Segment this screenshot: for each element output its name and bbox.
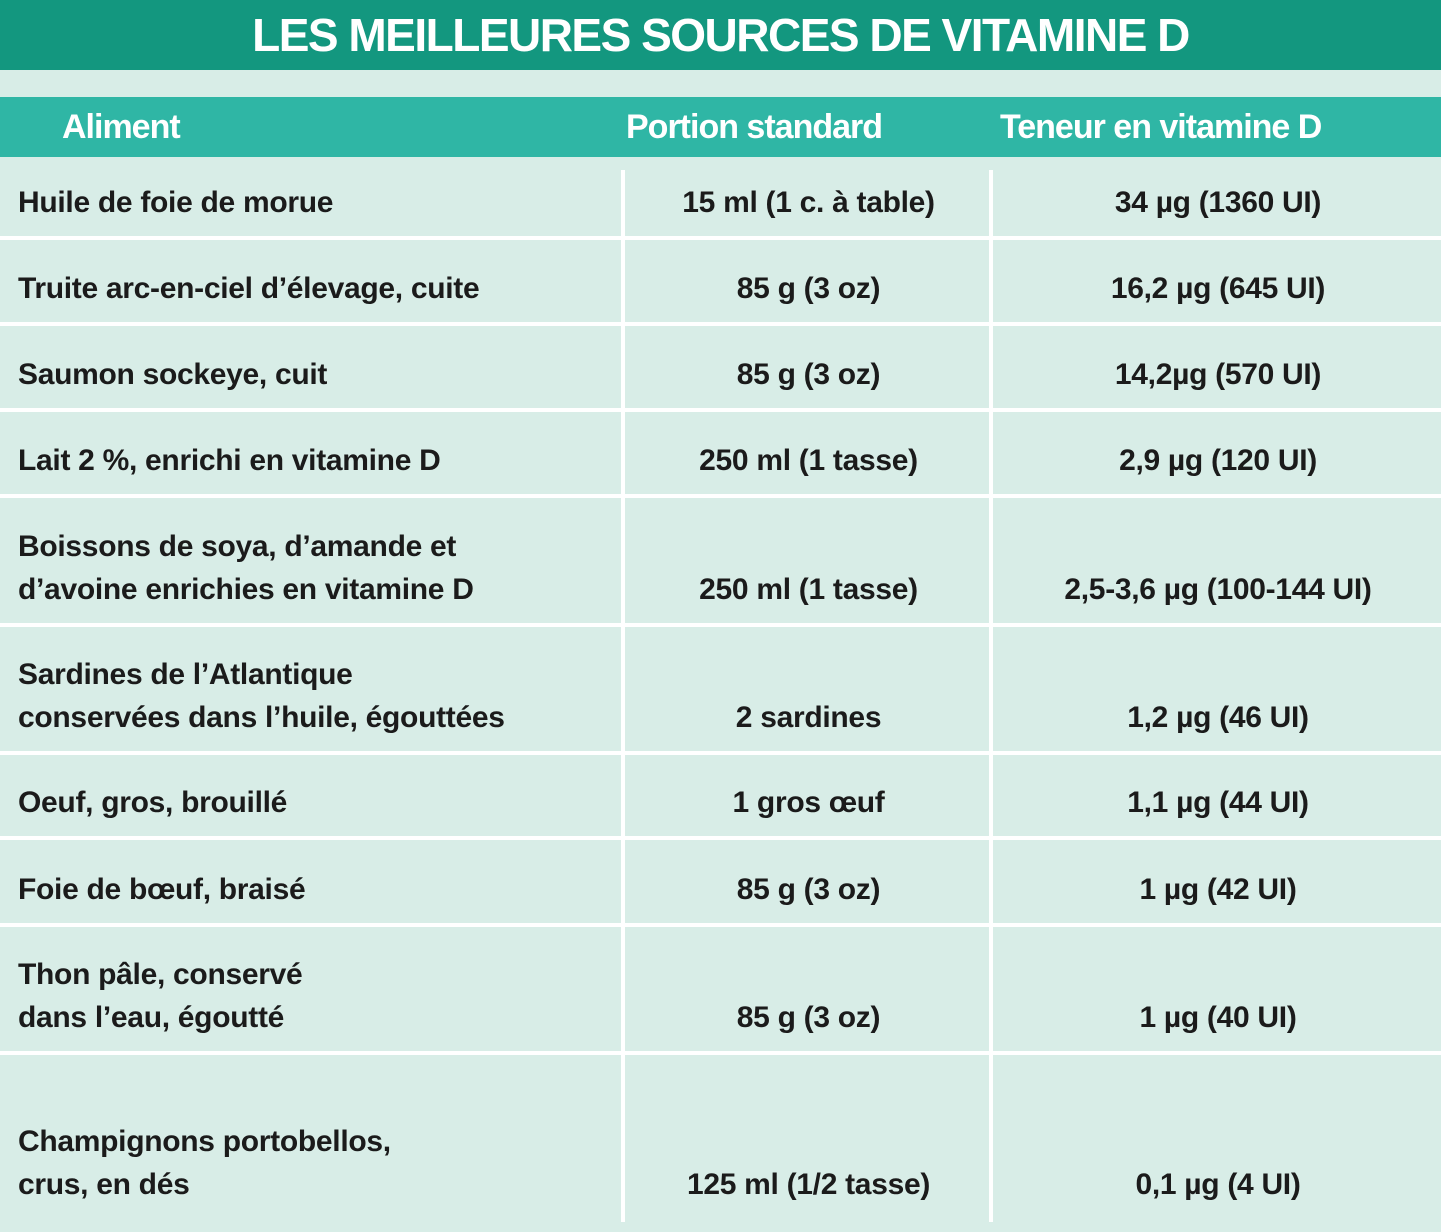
row-divider <box>0 494 1441 498</box>
table-cell: 2 sardines <box>735 701 882 734</box>
row-divider <box>0 836 1441 840</box>
table-cell: 2,5-3,6 µg (100-144 UI) <box>1064 573 1372 606</box>
table-cell: Saumon sockeye, cuit <box>18 358 328 391</box>
table-cell: Boissons de soya, d’amande et d’avoine e… <box>18 530 474 606</box>
column-divider <box>621 170 625 1222</box>
table-cell: 85 g (3 oz) <box>736 272 881 305</box>
table-cell: 2,9 µg (120 UI) <box>1119 444 1317 477</box>
header-cell: Teneur en vitamine D <box>1000 107 1322 146</box>
table-cell: 1 gros œuf <box>732 786 885 819</box>
row-divider <box>0 236 1441 240</box>
table-cell: 1,1 µg (44 UI) <box>1127 786 1309 819</box>
table-cell: Lait 2 %, enrichi en vitamine D <box>18 444 441 477</box>
table-header: Aliment Portion standard Teneur en vitam… <box>0 97 1441 157</box>
row-divider <box>0 1051 1441 1055</box>
table-cell: 250 ml (1 tasse) <box>699 444 918 477</box>
table-cell: 85 g (3 oz) <box>736 873 881 906</box>
row-divider <box>0 322 1441 326</box>
table-cell: 34 µg (1360 UI) <box>1114 186 1322 219</box>
table-cell: 16,2 µg (645 UI) <box>1110 272 1326 305</box>
row-divider <box>0 923 1441 927</box>
table-cell: Oeuf, gros, brouillé <box>18 786 288 819</box>
table-cell: Truite arc-en-ciel d’élevage, cuite <box>18 272 480 305</box>
table-cell: 85 g (3 oz) <box>736 1001 881 1034</box>
table-cell: Foie de bœuf, braisé <box>18 873 306 906</box>
table-cell: Huile de foie de morue <box>18 186 334 219</box>
table-cell: 14,2µg (570 UI) <box>1114 358 1322 391</box>
table-cell: 1 µg (40 UI) <box>1139 1001 1297 1034</box>
row-divider <box>0 623 1441 627</box>
table-cell: 250 ml (1 tasse) <box>699 573 918 606</box>
table-cell: 1,2 µg (46 UI) <box>1127 701 1309 734</box>
header-cell: Aliment <box>62 107 181 146</box>
row-divider <box>0 751 1441 755</box>
table-cell: 125 ml (1/2 tasse) <box>686 1168 931 1201</box>
table-cell: 1 µg (42 UI) <box>1139 873 1297 906</box>
table-cell: 85 g (3 oz) <box>736 358 881 391</box>
table-cell: Sardines de l’Atlantique conservées dans… <box>18 658 505 734</box>
table-cell: 0,1 µg (4 UI) <box>1135 1168 1301 1201</box>
row-divider <box>0 408 1441 412</box>
table-cell: 15 ml (1 c. à table) <box>682 186 935 219</box>
table-cell: Champignons portobellos, crus, en dés <box>18 1125 391 1201</box>
column-divider <box>989 170 993 1222</box>
header-cell: Portion standard <box>626 107 883 146</box>
title: LES MEILLEURES SOURCES DE VITAMINE D <box>0 0 1441 70</box>
table-cell: Thon pâle, conservé dans l’eau, égoutté <box>18 958 303 1034</box>
